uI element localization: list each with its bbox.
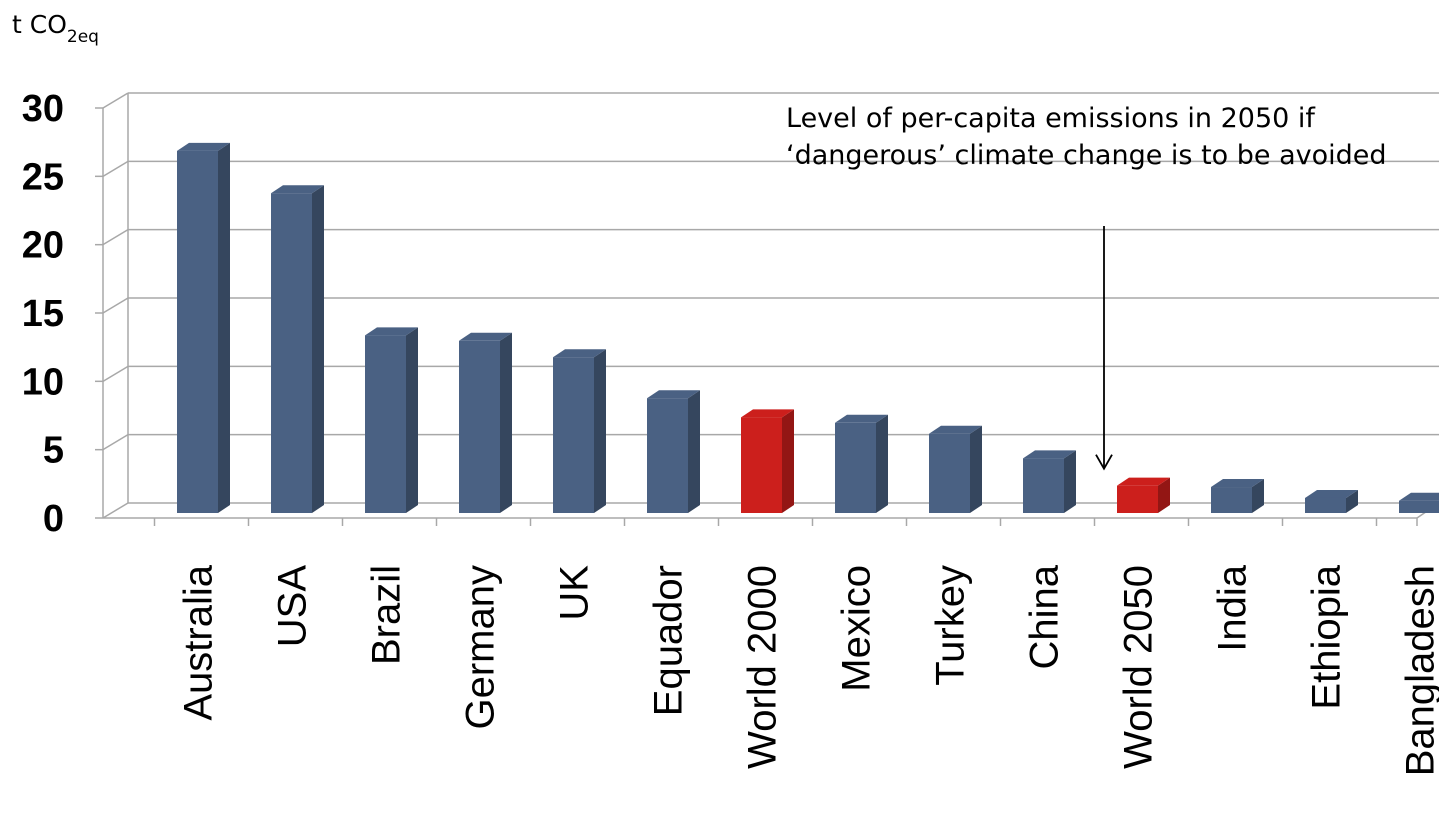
x-tick-label: Mexico [835, 565, 879, 692]
y-tick-label: 25 [22, 156, 64, 198]
grid-depth-line [103, 161, 128, 176]
bar [1117, 478, 1170, 513]
y-axis-unit-subscript: 2eq [67, 27, 99, 47]
bar-front [647, 398, 688, 513]
bar-front [1023, 458, 1064, 513]
y-tick-label: 30 [22, 88, 64, 130]
bar-front [271, 193, 312, 513]
x-tick-label: India [1211, 564, 1255, 651]
bar [177, 143, 230, 513]
bar-front [1305, 498, 1346, 513]
x-tick-label: Turkey [929, 565, 973, 686]
x-tick-label: USA [271, 565, 315, 648]
x-tick-label: Equador [647, 565, 691, 716]
y-axis-unit-prefix: t CO [12, 10, 67, 39]
bar [647, 390, 700, 513]
bar [929, 426, 982, 513]
bar-front [365, 335, 406, 513]
bar-side [594, 349, 606, 513]
bar-side [218, 143, 230, 513]
x-tick-label: Australia [177, 564, 221, 720]
bar-front [835, 423, 876, 513]
bar-front [553, 357, 594, 513]
annotation-text: Level of per-capita emissions in 2050 if… [786, 100, 1426, 174]
bar [1305, 490, 1358, 513]
bar [741, 409, 794, 513]
bar-side [312, 185, 324, 513]
bar-front [741, 417, 782, 513]
y-tick-label: 20 [22, 225, 64, 267]
x-tick-label: Brazil [365, 565, 409, 665]
bar [553, 349, 606, 513]
bar-front [1399, 501, 1439, 513]
x-tick-label: World 2050 [1117, 565, 1161, 769]
x-tick-label: Ethiopia [1305, 564, 1349, 709]
y-tick-label: 0 [43, 498, 64, 540]
bar-side [782, 409, 794, 513]
bar-front [459, 341, 500, 513]
bar [1211, 479, 1264, 513]
bar [271, 185, 324, 513]
bar-front [929, 434, 970, 513]
x-tick-label: World 2000 [741, 565, 785, 769]
y-tick-label: 15 [22, 293, 64, 335]
bar-top [1399, 493, 1439, 501]
x-tick-label: Bangladesh [1399, 565, 1439, 776]
grid-depth-line [103, 503, 128, 518]
y-axis-unit-label: t CO2eq [12, 12, 99, 46]
x-tick-label: Germany [459, 565, 503, 730]
bar [1399, 493, 1439, 513]
grid-depth-line [103, 298, 128, 313]
y-tick-label: 10 [22, 361, 64, 403]
bar-front [1211, 487, 1252, 513]
bar [1023, 450, 1076, 513]
grid-depth-line [103, 435, 128, 450]
y-tick-label: 5 [43, 430, 64, 472]
bar-side [1064, 450, 1076, 513]
bar [365, 327, 418, 513]
bar-front [1117, 486, 1158, 513]
bar-side [876, 415, 888, 513]
bar-side [500, 333, 512, 513]
grid-depth-line [103, 93, 128, 108]
bar-side [688, 390, 700, 513]
grid-depth-line [103, 230, 128, 245]
x-tick-label: UK [553, 565, 597, 621]
x-tick-label: China [1023, 564, 1067, 669]
bar-front [177, 151, 218, 513]
bar-side [406, 327, 418, 513]
bar [835, 415, 888, 513]
grid-depth-line [103, 366, 128, 381]
bar [459, 333, 512, 513]
bar-side [970, 426, 982, 513]
